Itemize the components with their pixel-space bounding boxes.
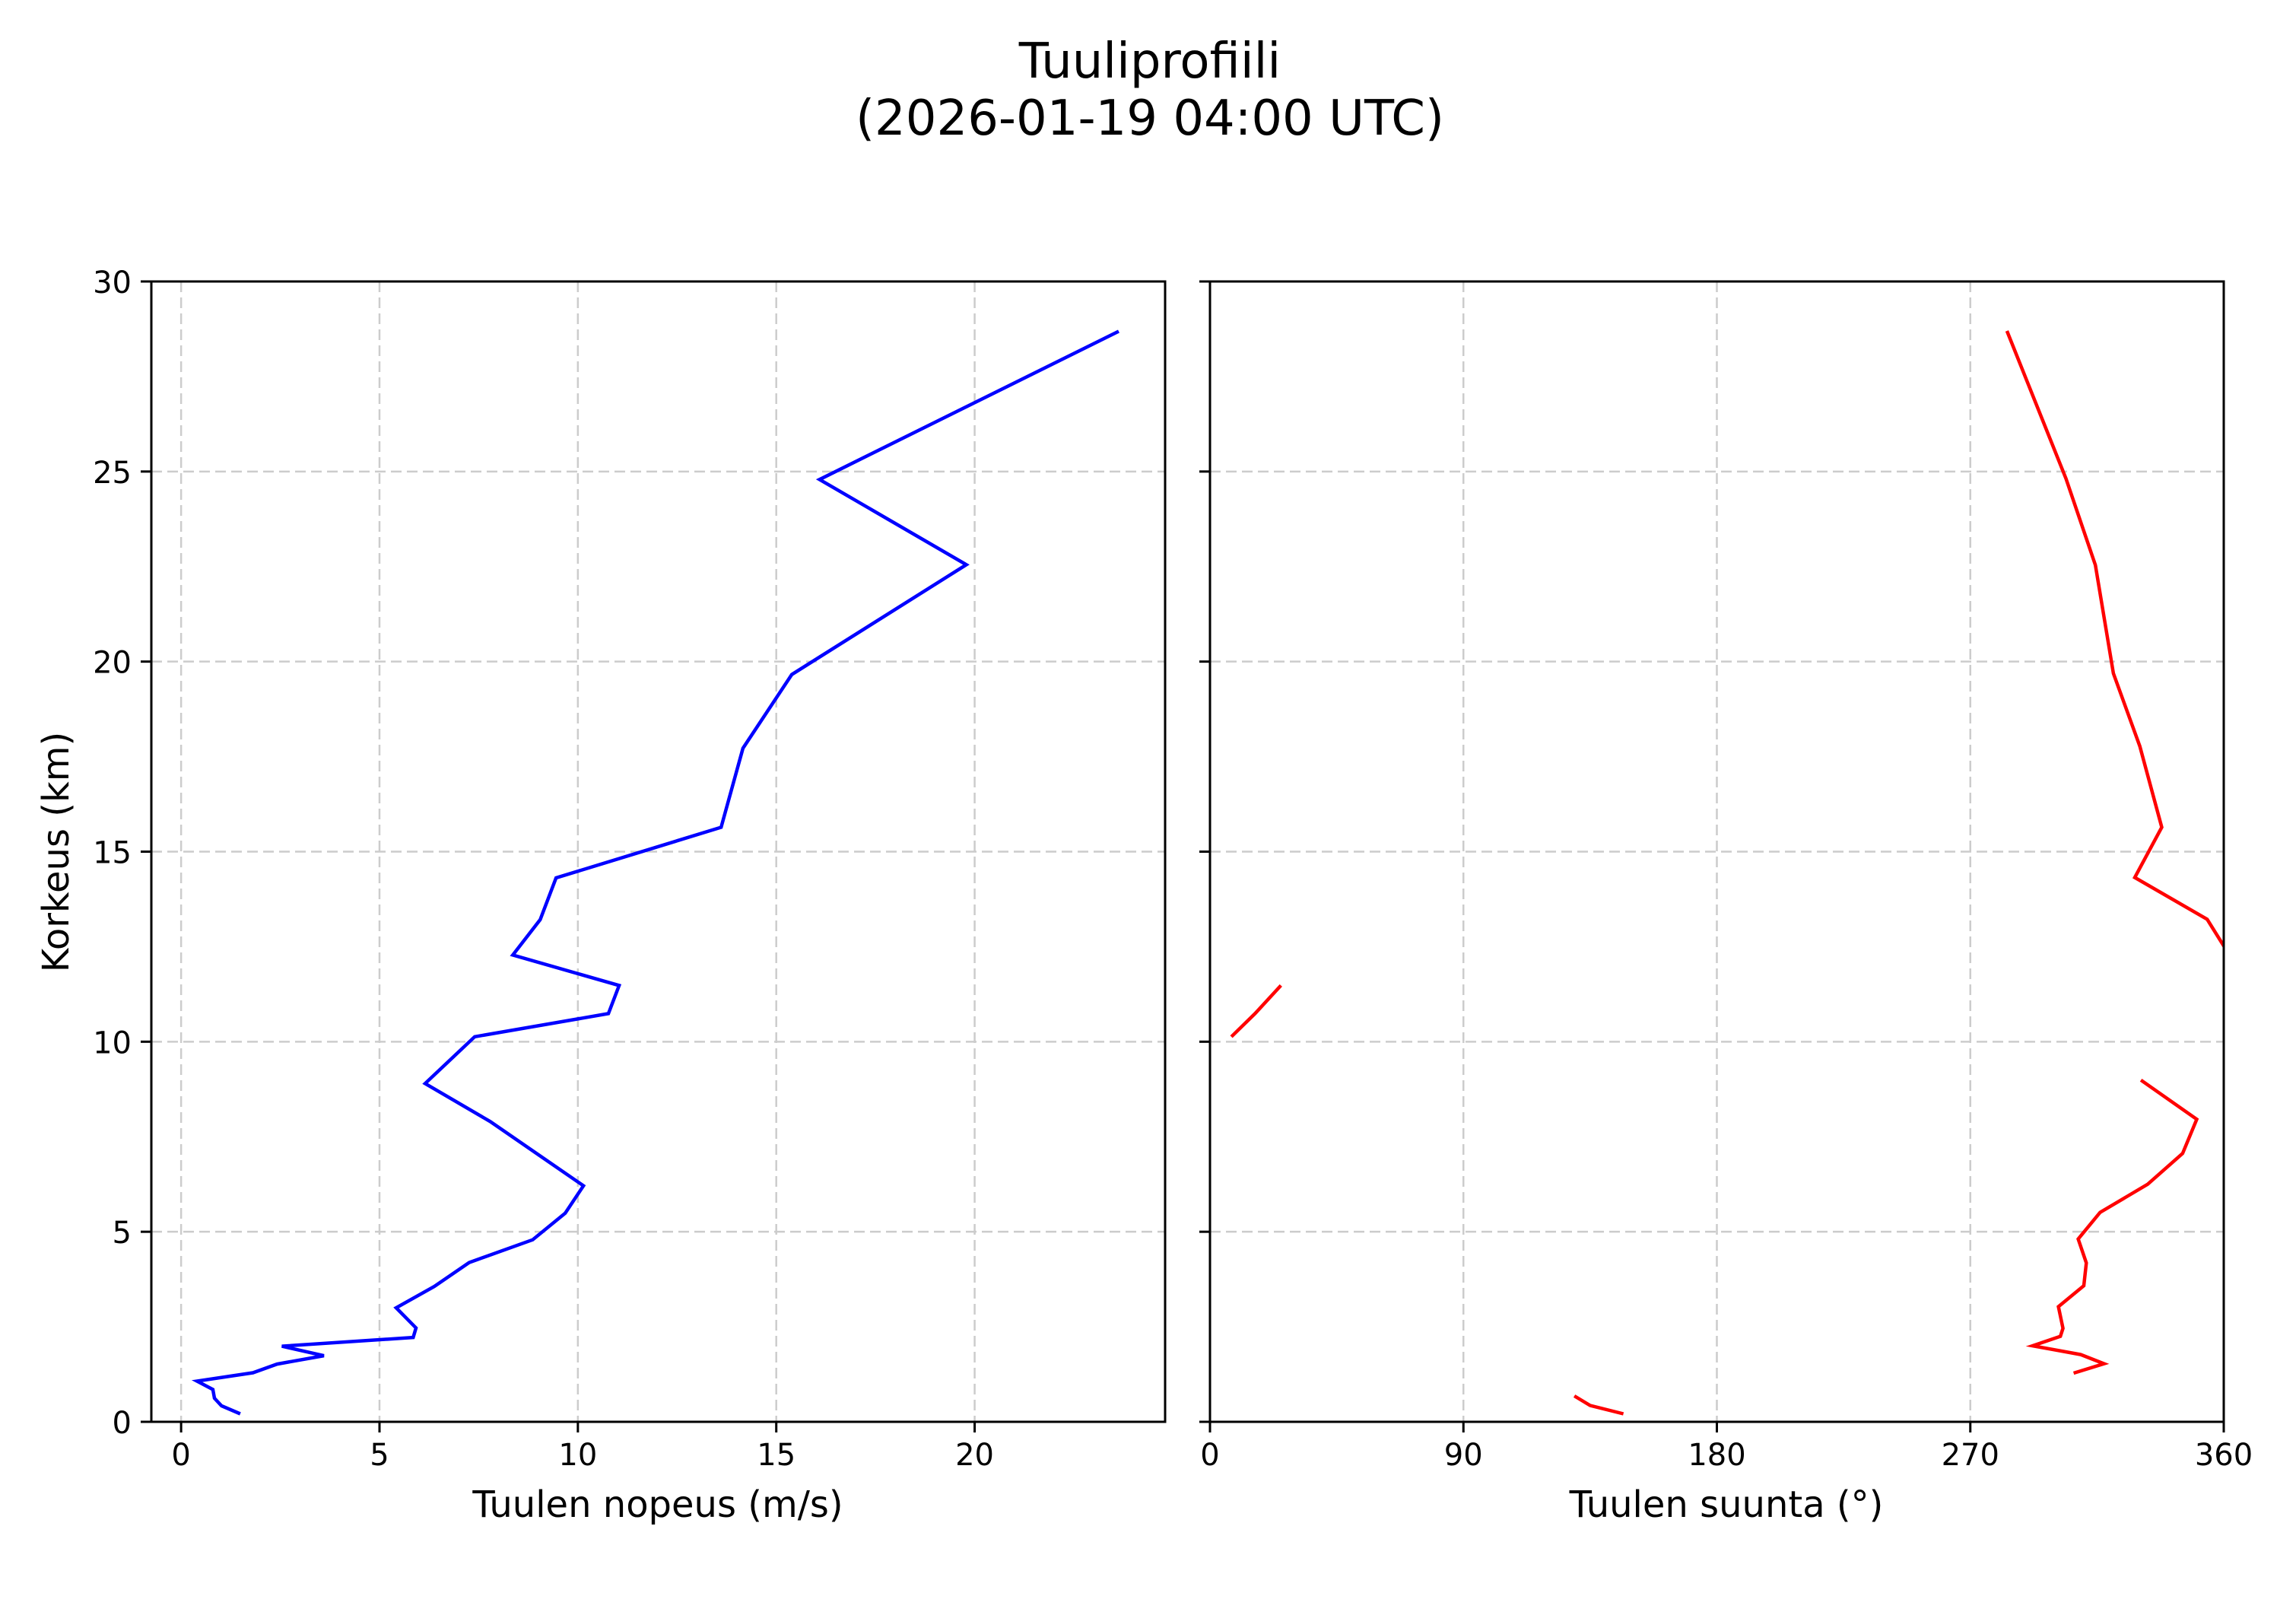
wind-direction-line	[2005, 330, 2224, 949]
x-tick-label: 10	[558, 1438, 597, 1473]
direction-axes-frame	[1208, 280, 2225, 1423]
x-tick-label: 180	[1688, 1438, 1745, 1473]
wind-speed-line	[191, 329, 1119, 1416]
x-tick-label: 5	[370, 1438, 389, 1473]
speed-axes-frame	[150, 280, 1167, 1423]
wind-direction-line	[2025, 1078, 2199, 1375]
speed-ticks: 0 5 10 15 20 0 5 10 15 20 25 30	[93, 265, 994, 1473]
y-tick-label: 30	[93, 265, 132, 300]
speed-panel: 0 5 10 15 20 0 5 10 15 20 25 30 Tuulen nopeus (m/s)…	[35, 265, 1167, 1526]
speed-x-axis-label: Tuulen nopeus (m/s)	[472, 1483, 843, 1526]
y-tick-label: 0	[113, 1406, 132, 1441]
x-tick-label: 0	[1200, 1438, 1219, 1473]
figure-title-line1: Tuuliprofiili	[1018, 33, 1281, 90]
wind-direction-line	[1230, 984, 1282, 1038]
y-tick-label: 10	[93, 1025, 132, 1060]
height-y-axis-label: Korkeus (km)	[35, 732, 78, 973]
direction-panel: 0 90 180 270 360 Tuulen suunta (°)	[1199, 280, 2253, 1526]
x-tick-label: 0	[171, 1438, 190, 1473]
direction-ticks: 0 90 180 270 360	[1199, 280, 2253, 1473]
speed-plot-area	[191, 329, 1119, 1416]
direction-grid	[1208, 280, 2225, 1423]
x-tick-label: 90	[1444, 1438, 1483, 1473]
figure-title-line2: (2026-01-19 04:00 UTC)	[856, 91, 1444, 147]
y-tick-label: 5	[113, 1216, 132, 1251]
y-tick-label: 15	[93, 836, 132, 871]
direction-plot-area	[1230, 330, 2224, 1416]
x-tick-label: 360	[2195, 1438, 2253, 1473]
y-tick-label: 25	[93, 456, 132, 491]
x-tick-label: 270	[1942, 1438, 1999, 1473]
x-tick-label: 20	[955, 1438, 994, 1473]
direction-x-axis-label: Tuulen suunta (°)	[1569, 1483, 1884, 1526]
x-tick-label: 15	[757, 1438, 796, 1473]
y-tick-label: 20	[93, 646, 132, 681]
speed-grid	[151, 280, 1165, 1423]
wind-direction-line	[1573, 1394, 1624, 1416]
